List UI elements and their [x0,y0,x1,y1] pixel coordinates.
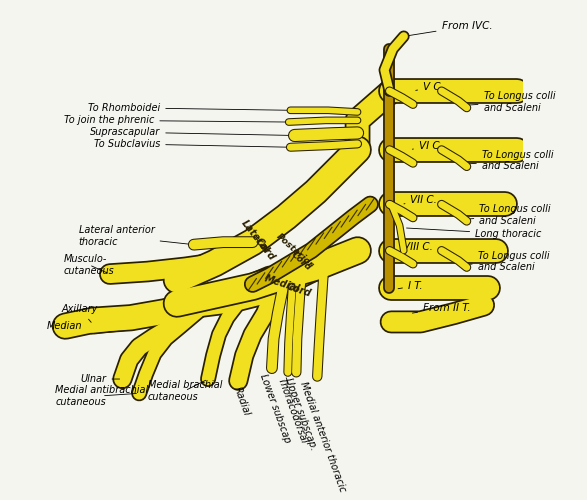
Text: Lateral: Lateral [239,218,271,254]
Text: To Longus colli
and Scaleni: To Longus colli and Scaleni [468,150,554,172]
Text: Lower subscap: Lower subscap [258,372,292,444]
Text: Long thoracic: Long thoracic [407,228,542,238]
Text: Radial: Radial [232,385,252,417]
Text: To Subclavius: To Subclavius [94,139,288,149]
Text: Suprascapular: Suprascapular [90,127,292,137]
Text: To join the phrenic: To join the phrenic [64,116,286,126]
Text: Musculo-
cutaneous: Musculo- cutaneous [63,254,114,276]
Text: VII C.: VII C. [404,195,437,205]
Text: Medial brachial
cutaneous: Medial brachial cutaneous [147,380,222,402]
Text: To Longus colli
and Scaleni: To Longus colli and Scaleni [464,250,549,272]
Text: Upper subscap.: Upper subscap. [283,376,318,452]
Text: Posterior: Posterior [274,232,315,270]
Text: Ulnar: Ulnar [80,374,120,384]
Text: To Longus colli
and Scaleni: To Longus colli and Scaleni [468,91,555,112]
Text: V C.: V C. [416,82,444,92]
Text: To Longus colli
and Scaleni: To Longus colli and Scaleni [465,204,551,226]
Text: Medial antibrachial
cutaneous: Medial antibrachial cutaneous [55,385,149,406]
Text: Lateral anterior
thoracic: Lateral anterior thoracic [79,226,191,247]
Text: Medial anterior thoracic: Medial anterior thoracic [298,380,347,494]
Text: Medial: Medial [263,274,301,294]
Text: VIII C.: VIII C. [396,242,433,252]
Text: From II T.: From II T. [413,302,471,313]
Text: To Rhomboidei: To Rhomboidei [88,103,288,113]
Text: Cord: Cord [254,236,277,262]
Text: Cord: Cord [285,282,312,298]
Text: Thoracodorsal: Thoracodorsal [275,376,309,446]
Text: Median: Median [47,321,82,331]
Text: Cord: Cord [289,250,313,272]
Text: VI C.: VI C. [412,140,443,150]
Text: Axillary: Axillary [62,304,98,322]
Text: I T.: I T. [398,281,423,291]
Text: From IVC.: From IVC. [407,22,492,36]
